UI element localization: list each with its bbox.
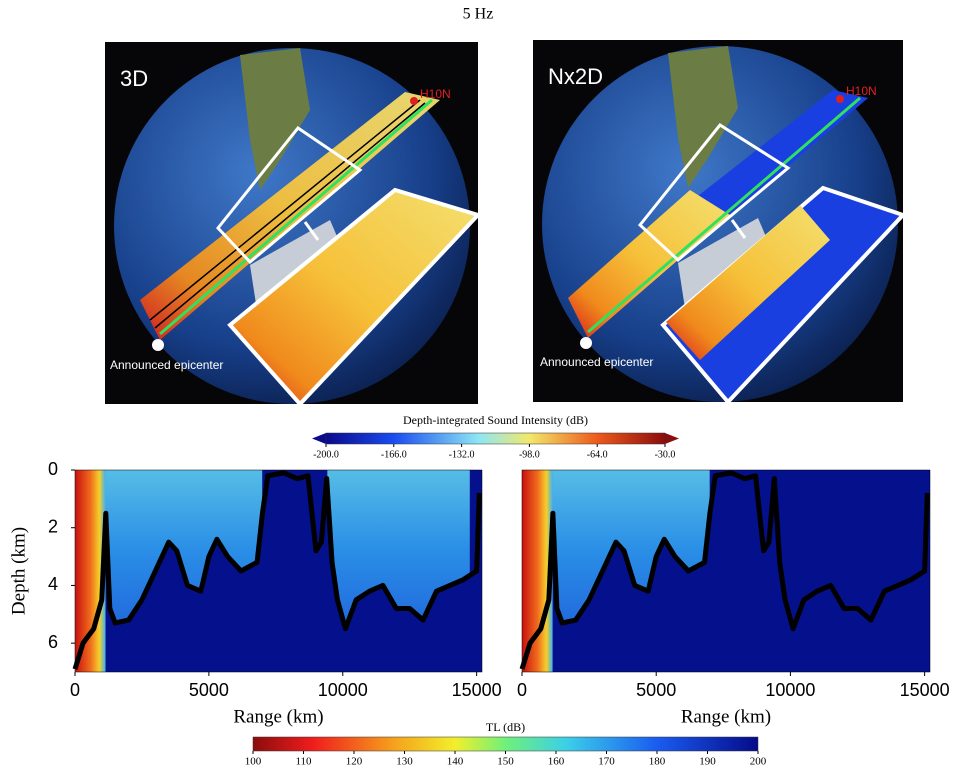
- station-marker: [410, 97, 418, 105]
- zoom-box: [637, 123, 791, 262]
- x-tick-label: 10000: [765, 680, 815, 700]
- x-tick-label: 10000: [318, 680, 368, 700]
- y-tick-label: 2: [48, 516, 58, 536]
- colorbar-title: TL (dB): [486, 720, 525, 734]
- colorbar-tick-label: 140: [447, 756, 464, 768]
- x-tick-label: 5000: [636, 680, 676, 700]
- arrow: [303, 221, 320, 241]
- x-tick-label: 15000: [900, 680, 950, 700]
- geodesic: [159, 98, 433, 336]
- station-label: H10N: [846, 84, 877, 98]
- map-label: Nx2D: [548, 64, 603, 89]
- colorbar-tick-label: 110: [295, 756, 312, 768]
- station-label: H10N: [420, 87, 451, 101]
- x-tick-label: 0: [517, 680, 527, 700]
- continent: [240, 48, 310, 190]
- figure-title: 5 Hz: [463, 6, 494, 23]
- colorbar-tick-label: -98.0: [519, 449, 540, 460]
- station-marker: [836, 95, 844, 103]
- colorbar-tick-label: -132.0: [449, 449, 475, 460]
- heatmap-region: [522, 470, 553, 672]
- x-axis-label: Range (km): [681, 706, 771, 727]
- y-axis-label: Depth (km): [8, 527, 29, 615]
- map-panel: 3D H10N Announced epicenter: [105, 42, 482, 407]
- ray-path: [149, 99, 426, 329]
- zoom-inset: [227, 187, 482, 407]
- source-label: Announced epicenter: [540, 355, 653, 369]
- colorbar: [252, 736, 759, 752]
- bathymetry: [519, 470, 930, 670]
- colorbar-tick-label: 190: [699, 756, 716, 768]
- source-label: Announced epicenter: [110, 358, 223, 372]
- source-marker: [580, 337, 592, 349]
- colorbar-extend: [312, 433, 326, 444]
- x-tick-label: 5000: [189, 680, 229, 700]
- colorbar-tick-label: -200.0: [313, 449, 339, 460]
- continent: [668, 46, 738, 188]
- arrow: [730, 219, 747, 239]
- colorbar-tick-label: 130: [396, 756, 413, 768]
- map-label: 3D: [120, 66, 148, 91]
- y-tick-label: 4: [48, 574, 58, 594]
- source-marker: [152, 339, 164, 351]
- map-panel: Nx2D H10N Announced epicenter: [533, 40, 907, 406]
- colorbar-tick-label: 170: [598, 756, 615, 768]
- colorbar-tick-label: -30.0: [655, 449, 676, 460]
- heatmap-region: [75, 470, 106, 672]
- x-tick-label: 15000: [452, 680, 502, 700]
- y-tick-label: 0: [48, 459, 58, 479]
- colorbar-tick-label: 150: [497, 756, 514, 768]
- colorbar-title: Depth-integrated Sound Intensity (dB): [403, 413, 588, 427]
- propagation-band: [568, 190, 730, 338]
- plot-frame: [521, 469, 931, 673]
- zoom-box: [216, 125, 363, 265]
- colorbar-tick-label: -166.0: [381, 449, 407, 460]
- zoom-inset-band: [666, 205, 830, 360]
- colorbar: [325, 432, 666, 445]
- colorbar-tick-label: 180: [649, 756, 666, 768]
- colorbar-tick-label: 100: [245, 756, 262, 768]
- colorbar-tick-label: 200: [750, 756, 767, 768]
- bathymetry: [72, 470, 482, 670]
- x-axis-label: Range (km): [233, 706, 323, 727]
- geodesic: [587, 96, 861, 334]
- x-tick-label: 0: [70, 680, 80, 700]
- colorbar-tick-label: 160: [548, 756, 565, 768]
- colorbar-extend: [665, 433, 679, 444]
- colorbar-tick-label: -64.0: [587, 449, 608, 460]
- y-tick-label: 6: [48, 632, 58, 652]
- colorbar-tick-label: 120: [346, 756, 363, 768]
- plot-frame: [74, 469, 483, 673]
